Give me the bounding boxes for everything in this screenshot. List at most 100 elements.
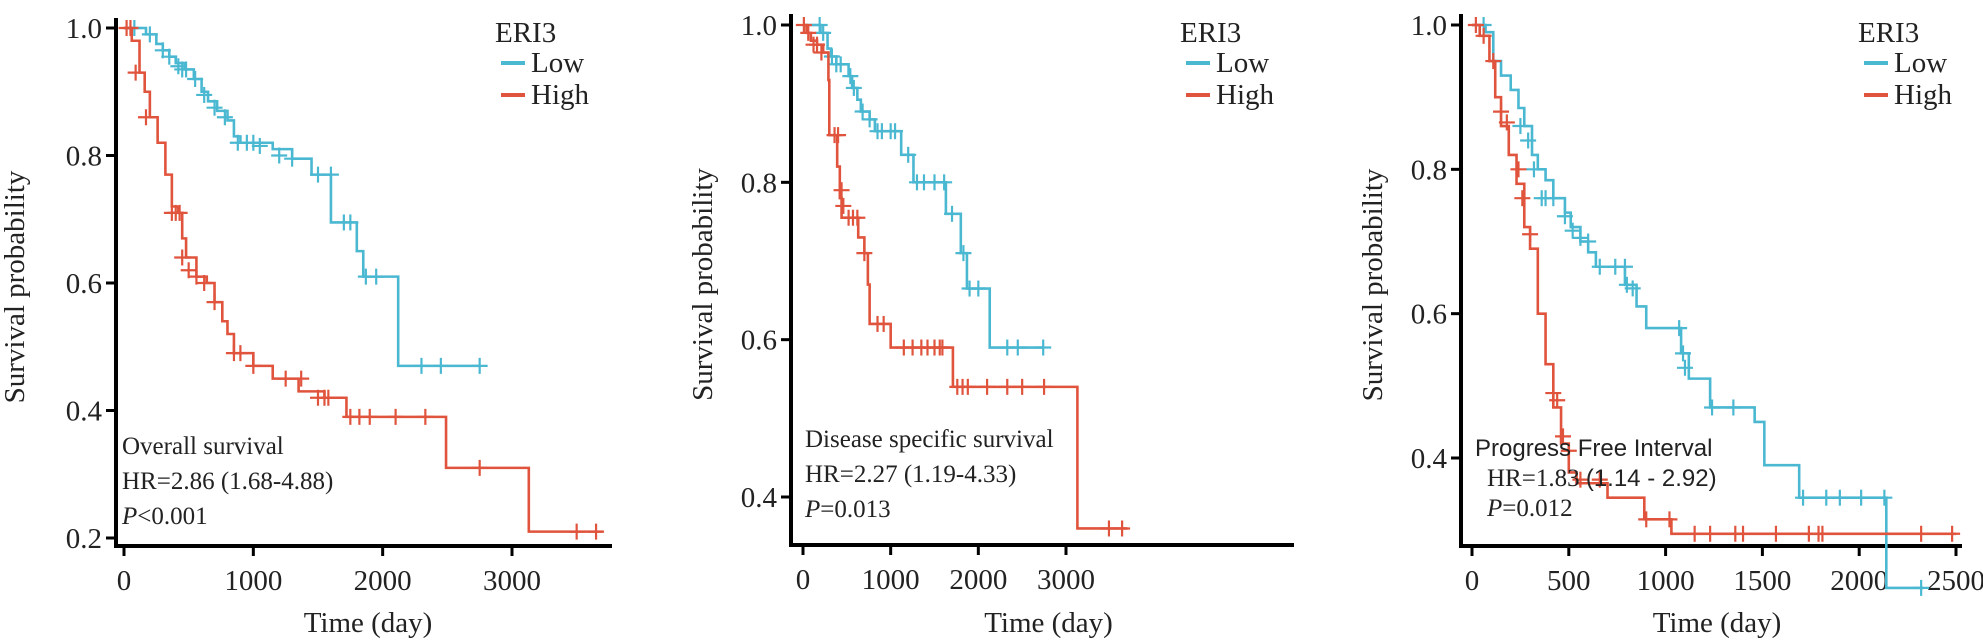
censor-mark-high	[795, 17, 812, 33]
censor-mark-high	[417, 408, 434, 425]
annotation-title: Disease specific survival	[805, 426, 1054, 453]
censor-mark-low	[1580, 233, 1597, 250]
censor-mark-low	[161, 48, 178, 65]
censor-mark-low	[251, 137, 268, 154]
x-axis-label: Time (day)	[304, 607, 433, 639]
censor-mark-low	[854, 103, 871, 120]
censor-mark-high	[1549, 392, 1566, 409]
censor-mark-high	[999, 378, 1016, 395]
censor-mark-low	[1876, 489, 1893, 506]
censor-mark-high	[849, 209, 866, 226]
censor-mark-low	[1831, 489, 1848, 506]
censor-mark-high	[1560, 442, 1577, 459]
censor-mark-high	[1572, 471, 1589, 488]
stats-annotation: Progress Free Interval HR=1.83 (1.14 - 2.…	[1475, 435, 1717, 522]
censor-mark-high	[1014, 378, 1031, 395]
censor-mark-high	[196, 275, 213, 291]
censor-mark-low	[1035, 339, 1052, 356]
x-tick-label: 2000	[354, 565, 412, 597]
censor-mark-high	[1510, 161, 1527, 178]
censor-mark-high	[813, 44, 830, 61]
censor-mark-high	[979, 378, 996, 395]
censor-mark-high	[387, 408, 404, 425]
censor-mark-low	[900, 146, 917, 163]
p-label: P	[121, 503, 137, 530]
hazard-ratio: HR=1.83 (1.14 - 2.92)	[1487, 465, 1717, 492]
y-tick-label: 0.8	[1411, 154, 1447, 186]
y-tick-label: 0.2	[66, 523, 102, 555]
censor-mark-high	[1913, 525, 1930, 542]
x-tick-label: 2000	[949, 564, 1007, 596]
censor-mark-high	[835, 197, 852, 214]
censor-mark-low	[845, 79, 862, 96]
censor-mark-low	[1795, 489, 1812, 506]
stats-annotation: Disease specific survival HR=2.27 (1.19-4…	[804, 426, 1054, 523]
x-tick-label: 1000	[862, 564, 920, 596]
legend-label-high: High	[1216, 79, 1275, 111]
x-tick-label: 3000	[1037, 564, 1095, 596]
censor-mark-low	[1009, 339, 1026, 356]
censor-mark-high	[1767, 525, 1784, 542]
legend-label-low: Low	[531, 47, 584, 79]
p-value: P=0.012	[1486, 495, 1573, 522]
censor-mark-low	[206, 99, 223, 116]
censor-mark-high	[1493, 103, 1510, 120]
censor-mark-low	[1616, 258, 1633, 275]
censor-mark-high	[293, 370, 310, 387]
annotation-title: Overall survival	[122, 433, 284, 460]
y-axis-label: Survival probability	[687, 168, 719, 401]
censor-mark-low	[1591, 258, 1608, 275]
censor-mark-low	[413, 357, 430, 374]
x-tick-label: 1000	[224, 565, 282, 597]
y-tick-label: 0.6	[66, 268, 102, 300]
y-tick-label: 0.4	[741, 482, 778, 514]
hazard-ratio: HR=2.86 (1.68-4.88)	[122, 468, 333, 495]
censor-mark-low	[1725, 399, 1742, 416]
censor-mark-high	[833, 182, 850, 199]
censor-mark-high	[830, 127, 847, 144]
y-tick-label: 0.8	[66, 141, 102, 173]
censor-mark-high	[277, 370, 294, 387]
censor-mark-low	[1676, 359, 1693, 376]
x-tick-label: 500	[1547, 565, 1591, 597]
censor-mark-low	[1572, 229, 1589, 246]
legend-label-low: Low	[1894, 47, 1947, 79]
y-tick-label: 1.0	[741, 10, 777, 42]
y-tick-label: 0.4	[66, 396, 103, 428]
censor-mark-low	[1520, 132, 1537, 149]
censor-mark-low	[1564, 222, 1581, 239]
censor-mark-low	[815, 24, 832, 41]
censor-mark-low	[1512, 118, 1529, 135]
p-label: P	[1486, 495, 1502, 522]
censor-mark-low	[178, 61, 195, 78]
censor-mark-low	[970, 280, 987, 297]
y-tick-label: 0.6	[741, 325, 777, 357]
x-tick-label: 0	[117, 565, 132, 597]
p-value: P=0.013	[804, 496, 891, 523]
censor-mark-high	[856, 245, 873, 262]
censor-mark-high	[959, 378, 976, 395]
censor-mark-high	[1686, 525, 1703, 542]
p-label: P	[804, 496, 820, 523]
censor-mark-high	[875, 315, 892, 332]
censor-mark-high	[1591, 471, 1608, 488]
p-value: P<0.001	[121, 503, 208, 530]
annotation-title: Progress Free Interval	[1475, 435, 1712, 462]
censor-mark-low	[1853, 489, 1870, 506]
hr-value: HR=1.83	[1487, 465, 1586, 492]
censor-mark-low	[245, 134, 262, 151]
y-axis-label: Survival probability	[1357, 168, 1389, 401]
censor-mark-high	[1514, 190, 1531, 207]
x-tick-label: 2500	[1927, 565, 1983, 597]
y-tick-label: 0.8	[741, 167, 777, 199]
censor-mark-low	[955, 245, 972, 262]
censor-mark-high	[1814, 525, 1831, 542]
censor-mark-high	[1735, 525, 1752, 542]
censor-mark-low	[832, 56, 849, 73]
censor-mark-high	[1036, 378, 1053, 395]
x-tick-label: 0	[796, 564, 811, 596]
x-tick-label: 1500	[1733, 565, 1791, 597]
